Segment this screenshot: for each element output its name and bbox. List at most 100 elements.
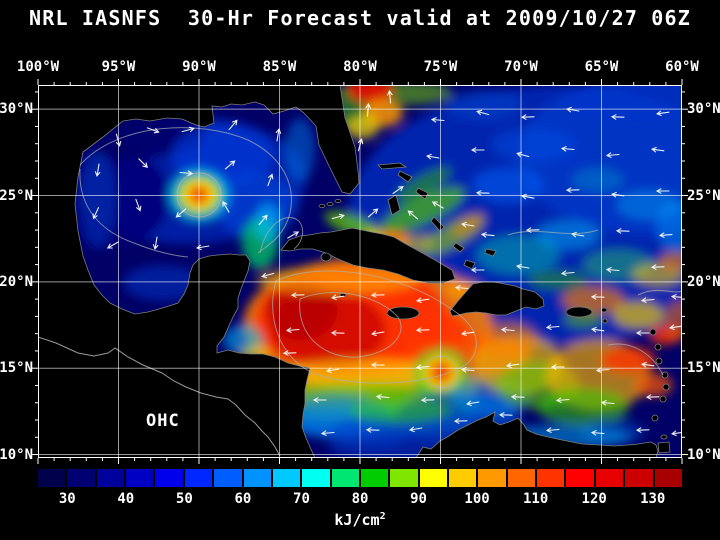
current-vector	[520, 114, 535, 120]
landmass-florida-keys-2	[326, 202, 334, 206]
landmass-jamaica	[386, 306, 420, 320]
current-vector	[357, 138, 364, 152]
lon-axis-label: 85°W	[262, 59, 297, 75]
current-vector	[545, 427, 560, 433]
current-vector	[476, 109, 490, 116]
current-vector	[94, 163, 101, 177]
current-vector	[466, 400, 480, 407]
current-vector	[326, 367, 340, 374]
landmass-crooked-island	[452, 242, 465, 253]
current-vector	[426, 153, 440, 160]
current-vector	[610, 114, 625, 120]
map-region: OHC	[32, 79, 688, 464]
latitude-axis-left: 30°N 25°N 20°N 15°N 10°N	[0, 85, 36, 462]
current-vector	[290, 292, 305, 298]
colorbar-tick-label: 60	[234, 491, 252, 507]
current-vector	[550, 364, 565, 370]
colorbar	[38, 469, 682, 487]
current-vector	[416, 297, 430, 304]
colorbar-tick-label: 50	[175, 491, 193, 507]
colorbar-segment	[155, 469, 183, 487]
current-vector	[480, 232, 495, 238]
colorbar-tick-label: 80	[351, 491, 369, 507]
current-vector	[611, 191, 625, 198]
current-vector	[605, 267, 620, 273]
landmass-south-america	[415, 411, 659, 458]
lat-axis-label: 10°N	[687, 446, 720, 463]
current-vector	[461, 221, 475, 228]
landmass-guadeloupe	[654, 343, 662, 351]
ohc-field-blob	[491, 127, 575, 163]
ohc-field-blob	[380, 186, 466, 234]
current-vector	[430, 117, 445, 123]
current-vector	[670, 294, 682, 300]
current-vector	[516, 263, 530, 270]
current-vector	[179, 170, 194, 176]
ohc-field-blob	[478, 322, 538, 358]
current-vector	[370, 362, 385, 368]
colorbar-segment	[272, 469, 301, 487]
colorbar-segment	[360, 469, 389, 487]
current-vector	[282, 350, 297, 356]
landmass-turks-caicos	[484, 248, 497, 257]
current-vector	[635, 330, 650, 336]
ohc-contour-line	[507, 229, 599, 236]
landmass-st-lucia	[662, 383, 670, 391]
current-vector	[431, 201, 444, 209]
lat-axis-label: 25°N	[0, 187, 33, 204]
current-vector	[454, 285, 469, 291]
current-vector	[460, 367, 475, 373]
landmass-antigua	[649, 328, 657, 336]
colorbar-segment	[38, 469, 66, 487]
tick-layer	[32, 79, 688, 464]
current-vector	[669, 324, 682, 331]
ohc-field-blob	[659, 251, 682, 271]
current-vector	[565, 187, 580, 193]
longitude-axis: 100°W 95°W 90°W 85°W 80°W 75°W 70°W 65°W 60°W	[17, 59, 699, 77]
colorbar-tick-label: 70	[293, 491, 310, 507]
ohc-field-blob	[572, 168, 624, 192]
current-vector	[367, 208, 379, 218]
ohc-field-blob	[656, 201, 682, 253]
colorbar-segment	[302, 469, 330, 487]
current-vector	[545, 324, 560, 330]
colorbar-unit-text: kJ/cm	[334, 511, 380, 529]
ohc-contour-line	[272, 270, 477, 384]
current-vector	[415, 364, 430, 370]
current-vector	[224, 160, 236, 170]
colorbar-segment	[449, 469, 477, 487]
current-vector	[560, 270, 575, 276]
current-vector	[470, 267, 485, 273]
current-vector	[498, 412, 513, 418]
lon-axis-label: 80°W	[343, 59, 377, 75]
landmass-florida-keys-3	[318, 204, 326, 208]
current-vector	[525, 227, 540, 233]
lat-axis-label: 15°N	[687, 360, 720, 377]
landmass-tobago	[660, 434, 668, 440]
ohc-contour-line	[424, 355, 458, 389]
lat-axis-label: 30°N	[0, 101, 33, 118]
colorbar-segment	[184, 469, 213, 487]
landmass-trinidad	[657, 441, 671, 454]
current-vector	[516, 151, 530, 158]
current-vector	[600, 400, 615, 406]
lat-axis-label: 20°N	[687, 273, 720, 290]
ohc-contour-line	[607, 343, 664, 376]
current-vector	[365, 427, 380, 433]
landmass-st-croix	[602, 318, 608, 324]
colorbar-segment	[419, 469, 448, 487]
current-vector	[555, 397, 570, 403]
colorbar-segment	[478, 469, 506, 487]
ohc-field-blob	[633, 373, 673, 397]
current-vector	[420, 397, 435, 403]
current-vector	[658, 232, 673, 238]
ohc-field-blob	[256, 266, 420, 294]
ohc-contour-line	[176, 172, 222, 218]
colorbar-segment	[507, 469, 536, 487]
current-vector	[375, 394, 390, 400]
current-vector	[656, 110, 670, 117]
current-vector	[267, 173, 274, 187]
current-vector	[510, 394, 525, 400]
current-vector	[387, 89, 393, 104]
